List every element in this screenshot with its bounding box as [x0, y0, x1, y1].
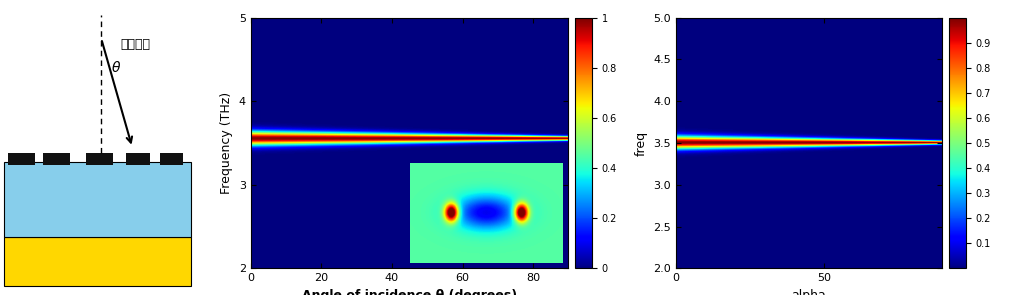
Bar	[43, 153, 70, 165]
Y-axis label: Frequency (THz): Frequency (THz)	[220, 92, 233, 194]
Bar	[160, 153, 183, 165]
X-axis label: Angle of incidence θ (degrees): Angle of incidence θ (degrees)	[302, 289, 517, 295]
Bar	[4, 237, 190, 286]
Bar	[4, 162, 190, 237]
Bar	[8, 153, 35, 165]
Bar	[86, 153, 113, 165]
Bar	[127, 153, 150, 165]
Text: $\theta$: $\theta$	[111, 60, 121, 75]
Text: 入射方向: 入射方向	[121, 38, 151, 51]
X-axis label: alpha: alpha	[792, 289, 826, 295]
Y-axis label: freq: freq	[635, 130, 647, 156]
